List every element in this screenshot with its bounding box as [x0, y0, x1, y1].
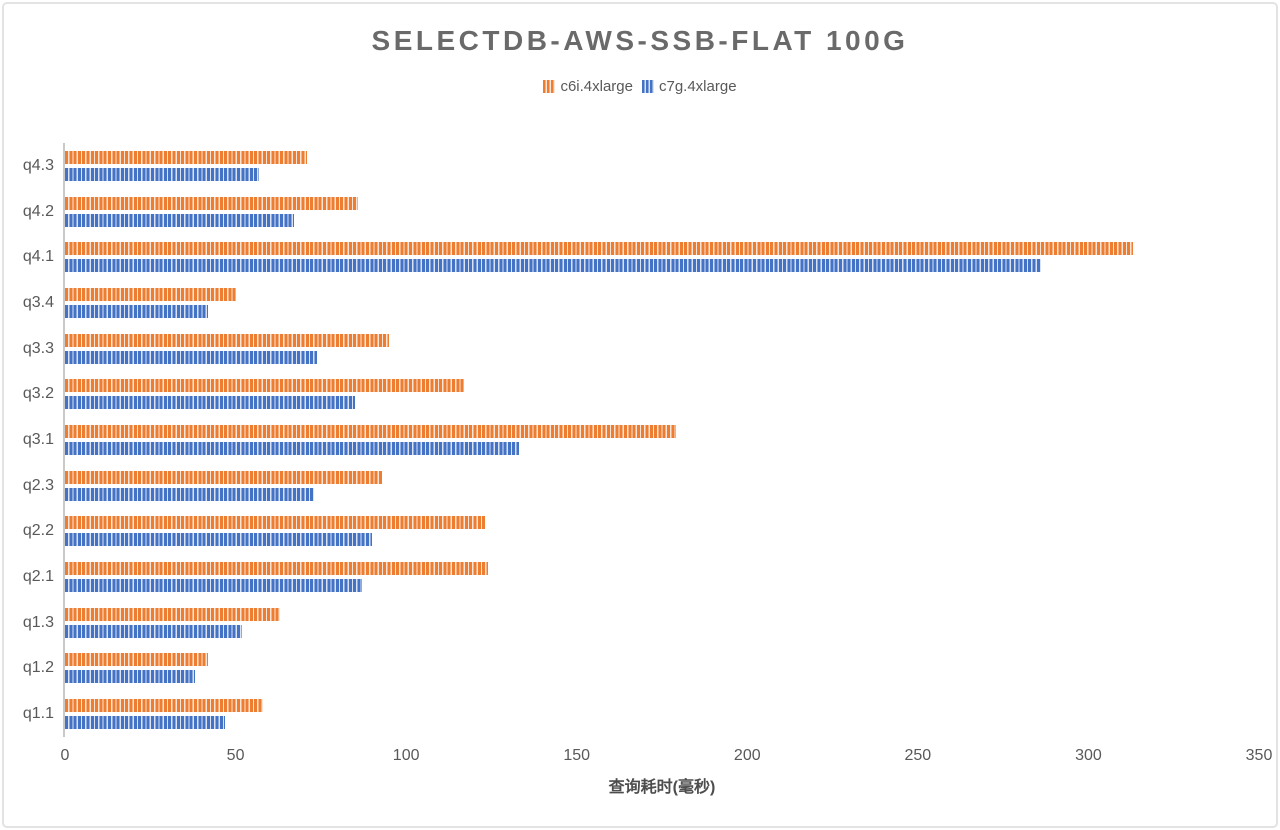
category-row-q4.2: q4.2: [23, 189, 1259, 235]
x-tick-label-200: 200: [733, 747, 761, 764]
bar-c7g.4xlarge-q4.3: [65, 167, 260, 181]
category-row-q1.1: q1.1: [23, 691, 1259, 737]
category-row-q2.1: q2.1: [23, 554, 1259, 600]
x-tick-label-250: 250: [904, 747, 932, 764]
category-label: q2.2: [22, 522, 54, 540]
category-row-q2.2: q2.2: [23, 509, 1259, 555]
category-row-q4.3: q4.3: [23, 143, 1259, 189]
bar-c6i.4xlarge-q1.1: [65, 699, 263, 713]
category-row-q3.2: q3.2: [23, 371, 1259, 417]
x-tick-label-350: 350: [1245, 747, 1273, 764]
bar-c6i.4xlarge-q3.1: [65, 424, 676, 438]
bar-c6i.4xlarge-q3.2: [65, 379, 465, 393]
bar-c7g.4xlarge-q4.2: [65, 213, 294, 227]
bar-c7g.4xlarge-q3.2: [65, 396, 355, 410]
plot-area: q4.3 q4.2 q4.1 q3.4 q3.3 q3.2 q3.1 q2.3 q2.2 q2.1…: [23, 143, 1259, 737]
category-label: q1.2: [22, 659, 54, 677]
category-row-q1.2: q1.2: [23, 646, 1259, 692]
bar-c7g.4xlarge-q2.3: [65, 487, 315, 501]
category-label: q4.2: [22, 202, 54, 220]
category-label: q3.4: [22, 293, 54, 311]
x-tick-label-0: 0: [60, 747, 70, 764]
x-axis-title: 查询耗时(毫秒): [608, 779, 716, 796]
bar-c6i.4xlarge-q2.1: [65, 562, 489, 576]
legend-item-c7g: c7g.4xlarge: [641, 78, 737, 95]
bar-c6i.4xlarge-q4.1: [65, 242, 1133, 256]
bar-c7g.4xlarge-q1.2: [65, 670, 195, 684]
bar-c6i.4xlarge-q3.4: [65, 287, 236, 301]
category-label: q3.3: [22, 339, 54, 357]
chart-title: SELECTDB-AWS-SSB-FLAT 100G: [371, 25, 909, 56]
category-label: q2.1: [22, 568, 54, 586]
x-tick-label-100: 100: [392, 747, 420, 764]
x-axis-ticks: 0 50 100 150 200 250 300 350: [61, 747, 1273, 767]
category-label: q1.1: [22, 705, 54, 723]
legend-item-c6i: c6i.4xlarge: [543, 78, 633, 95]
x-tick-label-150: 150: [563, 747, 591, 764]
category-row-q3.1: q3.1: [23, 417, 1259, 463]
bar-c6i.4xlarge-q2.2: [65, 516, 485, 530]
bar-c6i.4xlarge-q1.2: [65, 653, 209, 667]
category-label: q3.1: [22, 430, 54, 448]
legend-marker-c7g-icon: [641, 80, 654, 93]
bar-c7g.4xlarge-q4.1: [65, 259, 1041, 273]
category-row-q2.3: q2.3: [23, 463, 1259, 509]
category-label: q4.3: [22, 156, 54, 174]
category-row-q3.4: q3.4: [23, 280, 1259, 326]
category-label: q1.3: [22, 613, 54, 631]
bar-c7g.4xlarge-q1.3: [65, 624, 243, 638]
bar-rows: q4.3 q4.2 q4.1 q3.4 q3.3 q3.2 q3.1 q2.3 q2.2 q2.1…: [23, 143, 1259, 737]
bar-c6i.4xlarge-q4.3: [65, 150, 308, 164]
bar-c6i.4xlarge-q2.3: [65, 470, 383, 484]
legend-label-c6i: c6i.4xlarge: [560, 78, 633, 95]
bar-c7g.4xlarge-q3.1: [65, 441, 519, 455]
x-tick-label-50: 50: [226, 747, 245, 764]
legend-label-c7g: c7g.4xlarge: [658, 78, 737, 95]
bar-c7g.4xlarge-q3.4: [65, 304, 209, 318]
x-tick-label-300: 300: [1075, 747, 1102, 764]
category-label: q2.3: [22, 476, 54, 494]
category-label: q4.1: [22, 248, 54, 266]
bar-c7g.4xlarge-q1.1: [65, 716, 226, 730]
chart-legend: c6i.4xlarge c7g.4xlarge: [4, 78, 1276, 95]
category-row-q3.3: q3.3: [23, 326, 1259, 372]
legend-marker-c6i-icon: [543, 80, 556, 93]
category-label: q3.2: [22, 385, 54, 403]
bar-c6i.4xlarge-q3.3: [65, 333, 390, 347]
bar-c6i.4xlarge-q4.2: [65, 196, 359, 210]
category-row-q1.3: q1.3: [23, 600, 1259, 646]
bar-c6i.4xlarge-q1.3: [65, 607, 280, 621]
bar-c7g.4xlarge-q2.1: [65, 579, 362, 593]
y-axis-line: [63, 143, 65, 737]
bar-c7g.4xlarge-q3.3: [65, 350, 318, 364]
category-row-q4.1: q4.1: [23, 234, 1259, 280]
bar-c7g.4xlarge-q2.2: [65, 533, 373, 547]
